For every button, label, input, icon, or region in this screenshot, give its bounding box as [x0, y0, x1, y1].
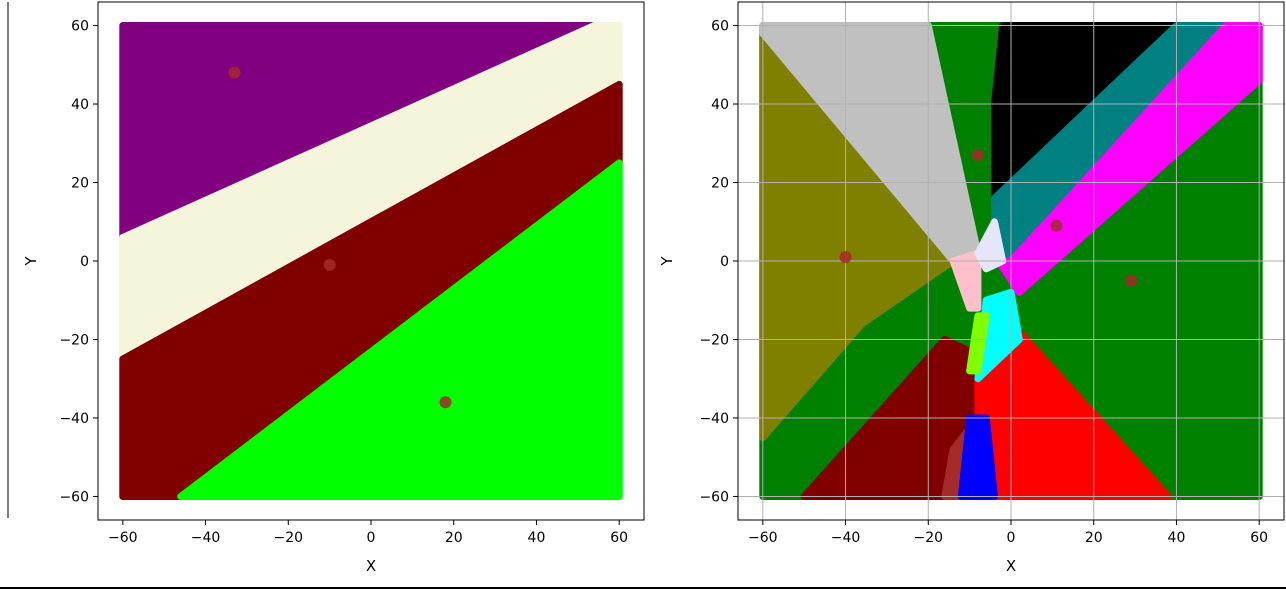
panel-2-y-tick-label: 20 — [711, 176, 729, 192]
panel-1-y-tick-label: −60 — [59, 489, 89, 505]
panel-2-x-tick-label: −40 — [831, 530, 861, 546]
panel-1-center-point-2 — [323, 258, 336, 271]
panel-1-x-tick-label: 60 — [610, 530, 628, 546]
panel-2-x-tick-label: 40 — [1168, 530, 1186, 546]
panel-2-cluster-centers — [839, 149, 1137, 287]
panel-2-ticks: −60 −40 −20 0 20 40 60 −60 −40 −20 0 20 40 60 — [699, 19, 1268, 546]
panel-2-center-point-2 — [839, 251, 852, 264]
panel-1-center-point-1 — [228, 66, 241, 79]
panel-2-region-12 — [966, 312, 990, 375]
panel-1-x-tick-label: −60 — [108, 530, 138, 546]
panel-1-ticks: −60 −40 −20 0 20 40 60 −60 −40 −20 0 20 40 60 — [59, 19, 628, 546]
panel-2-center-point-3 — [1050, 219, 1063, 232]
panel-1-scatter: −60 −40 −20 0 20 40 60 −60 −40 −20 0 20 40 60 X Y — [22, 1, 645, 575]
panel-2-region-13 — [949, 249, 982, 312]
panel-1-x-tick-label: 40 — [528, 530, 546, 546]
panel-1-y-tick-label: 0 — [80, 254, 89, 270]
panel-2-x-tick-label: 0 — [1007, 530, 1016, 546]
panel-1-y-axis-label: Y — [22, 256, 40, 267]
panel-1-y-tick-label: −40 — [59, 411, 89, 427]
panel-2-x-tick-label: −60 — [748, 530, 778, 546]
panel-1-y-tick-label: −20 — [59, 332, 89, 348]
panel-1-region-3 — [119, 80, 623, 500]
panel-2-region-10 — [957, 414, 998, 500]
panel-1-x-axis-label: X — [366, 557, 376, 575]
panel-2-x-axis-label: X — [1006, 557, 1016, 575]
panel-1-x-tick-label: 20 — [445, 530, 463, 546]
panel-1-y-tick-label: 40 — [71, 97, 89, 113]
panel-2-center-point-1 — [971, 149, 984, 162]
panel-2-y-tick-label: 40 — [711, 97, 729, 113]
panel-2-grid — [738, 2, 1284, 520]
panel-1-y-tick-label: 20 — [71, 176, 89, 192]
panel-1-cluster-regions — [119, 22, 623, 500]
panel-1-x-tick-label: −40 — [191, 530, 221, 546]
panel-2-center-point-4 — [1124, 274, 1137, 287]
panel-1-x-tick-label: −20 — [273, 530, 303, 546]
panel-2-y-tick-label: 60 — [711, 19, 729, 35]
panel-1-x-tick-label: 0 — [367, 530, 376, 546]
panel-1-center-point-3 — [439, 396, 452, 409]
panel-2-y-axis-label: Y — [658, 256, 676, 267]
panel-2-x-tick-label: 60 — [1250, 530, 1268, 546]
panel-2-y-tick-label: −20 — [699, 332, 729, 348]
panel-2-y-tick-label: 0 — [720, 254, 729, 270]
panel-2-y-tick-label: −60 — [699, 489, 729, 505]
panel-1-cluster-centers — [228, 66, 452, 409]
panel-2-x-tick-label: 20 — [1085, 530, 1103, 546]
panel-2-x-tick-label: −20 — [913, 530, 943, 546]
panel-2-scatter: −60 −40 −20 0 20 40 60 −60 −40 −20 0 20 40 60 X Y — [658, 1, 1285, 575]
panel-2-y-tick-label: −40 — [699, 411, 729, 427]
panel-1-region-4 — [177, 159, 623, 500]
panel-1-y-tick-label: 60 — [71, 19, 89, 35]
